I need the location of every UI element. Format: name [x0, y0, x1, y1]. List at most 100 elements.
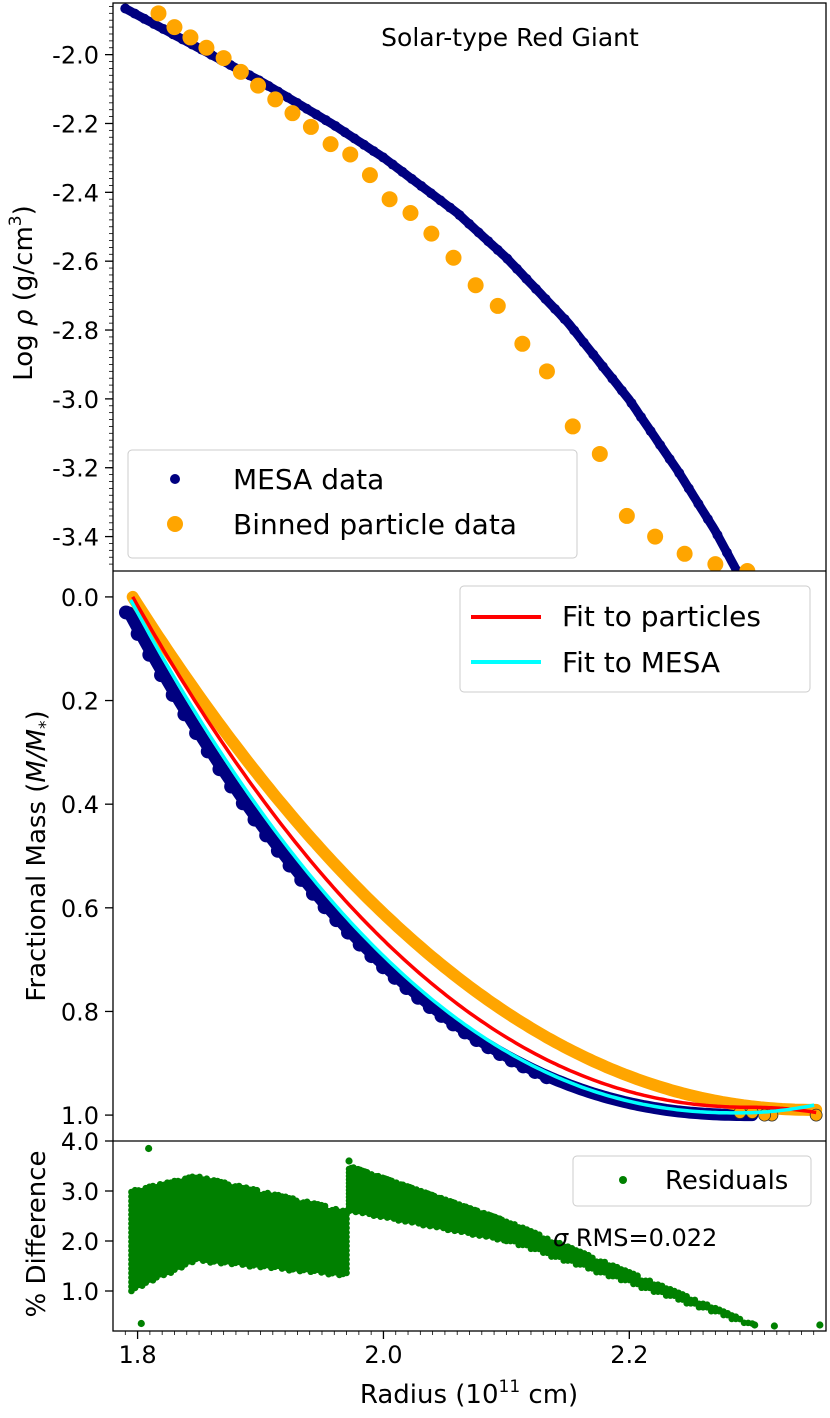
- mesa-data-point: [311, 109, 322, 120]
- mass-y-ticks: 0.0 0.2 0.4 0.6 0.8 1.0: [61, 584, 113, 1130]
- y-tick-label: 3.0: [61, 1178, 99, 1206]
- binned-particle-point: [707, 556, 724, 571]
- density-y-ticks: -2.0 -2.2 -2.4 -2.6 -2.8 -3.0 -3.2 -3.4: [52, 6, 113, 565]
- mesa-mass-point: [364, 949, 379, 964]
- mesa-data-point: [139, 13, 150, 24]
- mesa-mass-point: [130, 626, 145, 641]
- mesa-data-point: [674, 468, 685, 479]
- binned-particle-point: [284, 105, 301, 122]
- mesa-mass-point: [376, 960, 391, 975]
- y-tick-label: 0.6: [61, 895, 99, 923]
- mesa-data-point: [282, 92, 293, 103]
- residual-legend-box: [572, 1155, 812, 1207]
- fit-to-particles-line: [131, 596, 817, 1115]
- x-tick-label: 1.8: [119, 1341, 157, 1369]
- residual-point: [253, 1186, 261, 1194]
- y-tick-label: 1.0: [61, 1278, 99, 1306]
- mesa-mass-point: [282, 858, 297, 873]
- legend-label-binned-particle-data: Binned particle data: [233, 508, 517, 541]
- legend-label-mesa-data: MESA data: [233, 463, 384, 496]
- y-tick-label: 2.0: [61, 1228, 99, 1256]
- binned-mass-band: [126, 590, 823, 1116]
- binned-particle-point: [267, 91, 284, 108]
- binned-particle-point: [381, 191, 398, 208]
- residual-point: [321, 1202, 329, 1210]
- mesa-data-point: [588, 349, 599, 360]
- mesa-mass-point: [434, 1008, 449, 1023]
- binned-particle-point: [676, 545, 693, 562]
- mesa-mass-point: [294, 872, 309, 887]
- mesa-mass-point: [411, 990, 426, 1005]
- y-tick-label: -3.2: [52, 455, 99, 483]
- mesa-data-point: [129, 8, 140, 19]
- legend-label-residuals: Residuals: [665, 1166, 788, 1196]
- mesa-data-point: [683, 483, 694, 494]
- binned-particle-point: [232, 63, 249, 80]
- mass-y-axis-label: Fractional Mass (M/M*): [22, 710, 56, 1001]
- mesa-data-point: [616, 385, 627, 396]
- mass-legend-box: [459, 585, 811, 693]
- x-axis-label: Radius (1011 cm): [360, 1377, 578, 1410]
- y-tick-label: 0.0: [61, 584, 99, 612]
- mesa-data-point: [473, 227, 484, 238]
- mesa-data-point: [368, 146, 379, 157]
- mesa-data-point: [664, 453, 675, 464]
- mesa-data-point: [702, 514, 713, 525]
- chart-title: Solar-type Red Giant: [381, 23, 639, 52]
- mesa-data-point: [416, 181, 427, 192]
- mesa-mass-point: [154, 668, 169, 683]
- density-legend: MESA data Binned particle data: [127, 449, 578, 559]
- residual-point: [145, 1144, 153, 1153]
- y-tick-label: 4.0: [61, 1128, 99, 1156]
- mesa-data-point: [521, 273, 532, 284]
- y-tick-label: -2.8: [52, 317, 99, 345]
- binned-particle-point: [182, 29, 199, 46]
- residual-y-ticks: 1.0 2.0 3.0 4.0: [61, 1128, 113, 1306]
- density-y-axis-label: Log ρ (g/cm3): [6, 205, 39, 381]
- mesa-data-point: [158, 24, 169, 35]
- y-tick-label: -2.0: [52, 42, 99, 70]
- residual-point: [634, 1272, 641, 1279]
- mesa-data-point: [263, 80, 274, 91]
- mesa-data-point: [502, 253, 513, 264]
- mesa-data-point: [511, 263, 522, 274]
- mesa-data-point: [378, 152, 389, 163]
- mesa-mass-point: [142, 647, 157, 662]
- mesa-data-point: [454, 210, 465, 221]
- mesa-mass-point: [212, 762, 227, 777]
- binned-particle-point: [150, 5, 167, 22]
- y-tick-label: 0.4: [61, 791, 99, 819]
- residual-panel: 1.0 2.0 3.0 4.0 1.8 2.0 2.2 % Difference Radi…: [22, 1128, 824, 1410]
- mesa-data-point: [464, 218, 475, 229]
- mesa-data-point: [387, 159, 398, 170]
- binned-particle-point: [564, 418, 581, 435]
- x-tick-label: 2.0: [364, 1341, 402, 1369]
- mesa-data-point: [435, 195, 446, 206]
- legend-label-fit-to-mesa: Fit to MESA: [562, 646, 720, 679]
- mesa-data-point: [636, 412, 647, 423]
- binned-particle-point: [198, 39, 215, 56]
- residual-point: [816, 1321, 824, 1329]
- mesa-mass-point: [189, 726, 204, 741]
- mesa-mass-point: [341, 925, 356, 940]
- y-tick-label: -3.4: [52, 524, 99, 552]
- binned-particle-point: [361, 167, 378, 184]
- mesa-data-point: [330, 120, 341, 131]
- mesa-data-point: [406, 173, 417, 184]
- mesa-mass-point: [305, 886, 320, 901]
- residual-point: [751, 1321, 759, 1329]
- mesa-data-point: [626, 398, 637, 409]
- mesa-data-point: [349, 133, 360, 144]
- binned-particle-point: [166, 19, 183, 36]
- mesa-mass-point: [200, 744, 215, 759]
- binned-particle-point: [302, 118, 319, 135]
- mesa-data-point: [530, 283, 541, 294]
- mesa-mass-point: [329, 913, 344, 928]
- mesa-data-point: [731, 565, 742, 571]
- binned-particle-point: [514, 335, 531, 352]
- residual-point: [770, 1322, 778, 1330]
- binned-particle-point: [467, 277, 484, 294]
- mesa-mass-point: [259, 828, 274, 843]
- residual-point: [137, 1319, 145, 1328]
- binned-particle-point: [591, 445, 608, 462]
